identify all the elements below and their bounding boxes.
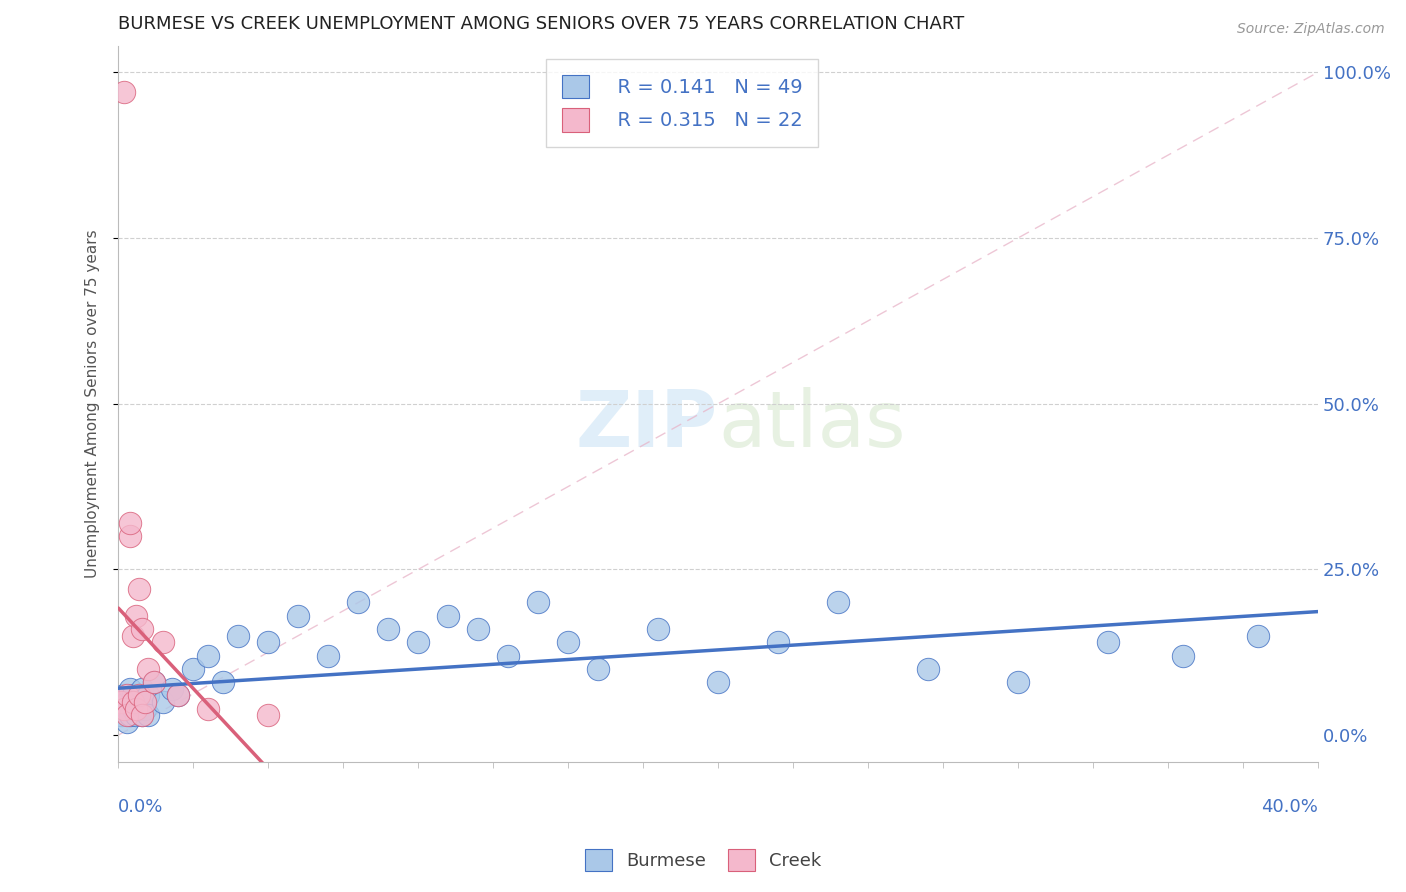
Point	[134, 701, 156, 715]
Point	[112, 85, 135, 99]
Point	[827, 595, 849, 609]
Point	[120, 516, 142, 530]
Y-axis label: Unemployment Among Seniors over 75 years: Unemployment Among Seniors over 75 years	[86, 229, 100, 578]
Point	[131, 708, 153, 723]
Point	[112, 688, 135, 702]
Point	[557, 635, 579, 649]
Point	[120, 681, 142, 696]
Point	[707, 675, 730, 690]
Point	[143, 675, 166, 690]
Point	[152, 695, 174, 709]
Point	[162, 681, 184, 696]
Point	[167, 688, 190, 702]
Point	[110, 708, 132, 723]
Point	[110, 695, 132, 709]
Point	[1247, 629, 1270, 643]
Point	[408, 635, 430, 649]
Text: ZIP: ZIP	[576, 387, 718, 463]
Point	[122, 701, 145, 715]
Point	[122, 688, 145, 702]
Point	[125, 695, 148, 709]
Text: BURMESE VS CREEK UNEMPLOYMENT AMONG SENIORS OVER 75 YEARS CORRELATION CHART: BURMESE VS CREEK UNEMPLOYMENT AMONG SENI…	[118, 15, 965, 33]
Point	[768, 635, 790, 649]
Point	[498, 648, 520, 663]
Point	[134, 695, 156, 709]
Point	[377, 622, 399, 636]
Legend:   R = 0.141   N = 49,   R = 0.315   N = 22: R = 0.141 N = 49, R = 0.315 N = 22	[547, 59, 818, 147]
Point	[112, 701, 135, 715]
Point	[318, 648, 340, 663]
Point	[1173, 648, 1195, 663]
Text: 0.0%: 0.0%	[118, 798, 163, 816]
Text: 40.0%: 40.0%	[1261, 798, 1319, 816]
Point	[152, 635, 174, 649]
Point	[1007, 675, 1029, 690]
Point	[287, 608, 309, 623]
Point	[347, 595, 370, 609]
Point	[138, 688, 160, 702]
Point	[128, 582, 150, 597]
Point	[122, 695, 145, 709]
Text: Source: ZipAtlas.com: Source: ZipAtlas.com	[1237, 22, 1385, 37]
Point	[131, 681, 153, 696]
Point	[128, 688, 150, 702]
Point	[257, 708, 280, 723]
Point	[125, 608, 148, 623]
Point	[112, 701, 135, 715]
Legend: Burmese, Creek: Burmese, Creek	[578, 842, 828, 879]
Text: atlas: atlas	[718, 387, 905, 463]
Point	[131, 708, 153, 723]
Point	[228, 629, 250, 643]
Point	[167, 688, 190, 702]
Point	[125, 708, 148, 723]
Point	[128, 701, 150, 715]
Point	[110, 695, 132, 709]
Point	[212, 675, 235, 690]
Point	[128, 688, 150, 702]
Point	[117, 708, 139, 723]
Point	[647, 622, 669, 636]
Point	[120, 708, 142, 723]
Point	[437, 608, 460, 623]
Point	[197, 701, 219, 715]
Point	[122, 629, 145, 643]
Point	[138, 662, 160, 676]
Point	[588, 662, 610, 676]
Point	[527, 595, 550, 609]
Point	[197, 648, 219, 663]
Point	[117, 695, 139, 709]
Point	[117, 714, 139, 729]
Point	[1097, 635, 1119, 649]
Point	[131, 622, 153, 636]
Point	[467, 622, 489, 636]
Point	[120, 529, 142, 543]
Point	[257, 635, 280, 649]
Point	[138, 708, 160, 723]
Point	[125, 701, 148, 715]
Point	[143, 675, 166, 690]
Point	[183, 662, 205, 676]
Point	[917, 662, 939, 676]
Point	[117, 688, 139, 702]
Point	[134, 695, 156, 709]
